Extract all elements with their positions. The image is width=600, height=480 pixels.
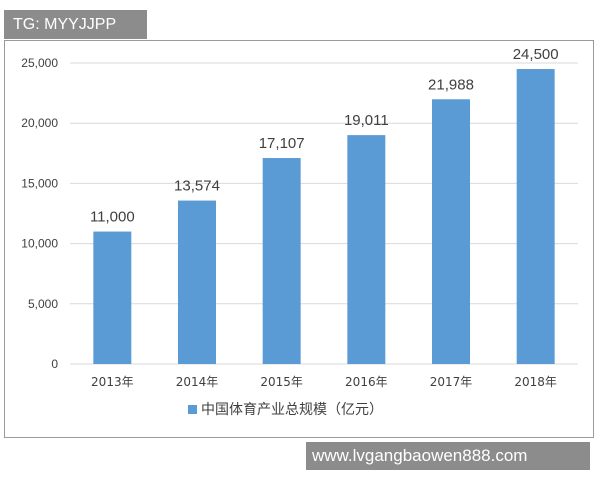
x-axis-categories: 2013年 2014年 2015年 2016年 2017年 2018年 xyxy=(91,375,557,389)
y-tick-label: 25,000 xyxy=(21,56,58,70)
data-label: 24,500 xyxy=(513,46,559,63)
legend: 中国体育产业总规模（亿元） xyxy=(188,402,383,418)
y-tick-label: 0 xyxy=(51,357,58,371)
x-category-label: 2015年 xyxy=(260,375,303,389)
bar xyxy=(262,158,301,364)
data-label: 13,574 xyxy=(174,178,220,195)
watermark-top: TG: MYYJJPP xyxy=(4,10,147,39)
x-category-label: 2018年 xyxy=(514,375,557,389)
data-label: 17,107 xyxy=(259,135,305,152)
bar xyxy=(347,135,386,364)
y-tick-label: 15,000 xyxy=(21,176,58,190)
bar xyxy=(93,231,132,364)
bars xyxy=(93,69,555,365)
bar xyxy=(516,69,555,365)
data-label: 21,988 xyxy=(428,76,474,93)
x-category-label: 2013年 xyxy=(91,375,134,389)
y-axis-ticks: 0 5,000 10,000 15,000 20,000 25,000 xyxy=(21,56,58,371)
data-labels: 11,000 13,574 17,107 19,011 21,988 24,500 xyxy=(90,46,559,226)
bar xyxy=(178,200,216,364)
legend-swatch xyxy=(188,405,197,414)
data-label: 11,000 xyxy=(90,209,135,226)
watermark-bottom: www.lvgangbaowen888.com xyxy=(306,442,590,470)
y-tick-label: 10,000 xyxy=(21,237,58,251)
data-label: 19,011 xyxy=(344,112,389,129)
legend-label: 中国体育产业总规模（亿元） xyxy=(201,402,383,418)
x-category-label: 2016年 xyxy=(345,375,388,389)
x-category-label: 2017年 xyxy=(430,375,473,389)
y-tick-label: 5,000 xyxy=(28,297,58,311)
y-tick-label: 20,000 xyxy=(21,116,58,130)
bar xyxy=(432,99,470,365)
grid-lines xyxy=(70,62,578,365)
x-category-label: 2014年 xyxy=(176,375,219,389)
